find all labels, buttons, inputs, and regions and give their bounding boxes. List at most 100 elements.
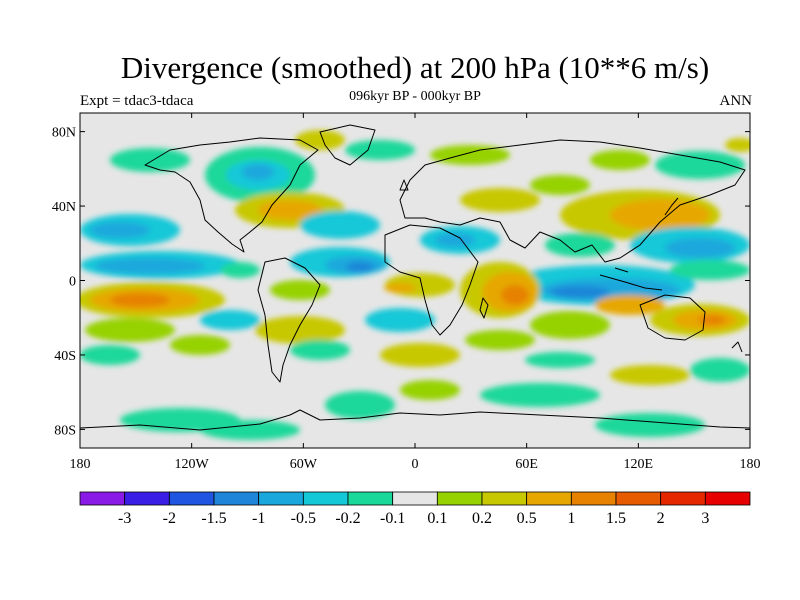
- colorbar-label: -0.2: [335, 510, 360, 527]
- colorbar-label: 1.5: [606, 510, 626, 527]
- australia-outline: [639, 294, 706, 341]
- x-tick-label: 120E: [624, 457, 654, 472]
- chart-title: Divergence (smoothed) at 200 hPa (10**6 …: [120, 50, 710, 85]
- contour-blob: [530, 175, 590, 195]
- contour-blob: [300, 211, 380, 239]
- contour-blob: [110, 148, 190, 172]
- contour-blob: [110, 293, 170, 307]
- x-tick-label: 120W: [175, 457, 210, 472]
- contour-blob: [610, 199, 710, 231]
- y-tick-label: 0: [69, 275, 76, 290]
- colorbar-swatch: [168, 491, 215, 506]
- colorbar: -3 -2 -1.5 -1 -0.5 -0.2 -0.1 0.1 0.2 0.5 1 1.5 2 3: [79, 491, 751, 527]
- contour-blob: [170, 335, 230, 355]
- contour-blob: [90, 222, 150, 238]
- x-tick-label: 0: [412, 457, 419, 472]
- colorbar-swatch: [392, 491, 438, 506]
- contour-blob: [590, 150, 650, 170]
- colorbar-label: 0.1: [427, 510, 447, 527]
- contour-blobs: [80, 130, 750, 440]
- contour-blob: [270, 280, 330, 300]
- colorbar-label: -3: [118, 510, 131, 527]
- contour-blob: [725, 138, 750, 152]
- contour-blob: [501, 285, 529, 305]
- contour-blob: [655, 151, 745, 179]
- colorbar-swatch: [526, 491, 572, 506]
- colorbar-label: -2: [163, 510, 176, 527]
- colorbar-swatch: [124, 491, 170, 506]
- contour-blob: [610, 365, 690, 385]
- colorbar-swatch: [704, 491, 751, 506]
- greenland-outline: [319, 124, 376, 166]
- contour-blob: [85, 318, 175, 342]
- colorbar-swatch: [615, 491, 662, 506]
- contour-blob: [220, 262, 260, 278]
- colorbar-swatch: [660, 491, 706, 506]
- contour-blob: [380, 343, 460, 367]
- africa-outline: [384, 224, 479, 336]
- colorbar-label: 0.2: [472, 510, 492, 527]
- eurasia-outline: [399, 139, 746, 263]
- x-tick-label: 60E: [515, 457, 538, 472]
- y-tick-label: 80S: [54, 423, 76, 438]
- axis-ticks: 180 120W 60W 0 60E 120E 180 80N 40N 0 40S 80S: [52, 113, 761, 472]
- contour-blob: [200, 310, 260, 330]
- contour-blob: [295, 130, 345, 150]
- colorbar-label: 1: [567, 510, 575, 527]
- x-tick-label: 180: [740, 457, 761, 472]
- contour-blob: [365, 308, 435, 332]
- contour-blob: [325, 391, 395, 419]
- colorbar-label: -1: [252, 510, 265, 527]
- contour-blob: [465, 330, 535, 350]
- season-label: ANN: [719, 93, 753, 109]
- contour-blob: [460, 188, 540, 212]
- new-zealand-outline: [731, 341, 743, 353]
- colorbar-label: -1.5: [201, 510, 226, 527]
- colorbar-swatch: [79, 491, 126, 506]
- contour-blob: [665, 238, 735, 258]
- contour-blob: [690, 358, 750, 382]
- contour-field: [80, 113, 750, 448]
- contour-blob: [80, 345, 140, 365]
- uk-outline: [399, 179, 409, 191]
- contour-blob: [242, 164, 274, 180]
- contour-blob: [525, 352, 595, 368]
- antarctica-outline: [80, 409, 750, 431]
- coastlines: [80, 124, 750, 431]
- contour-blob: [345, 140, 415, 160]
- chart-subtitle: 096kyr BP - 000kyr BP: [349, 89, 481, 104]
- y-tick-label: 40N: [52, 200, 76, 215]
- y-tick-label: 40S: [54, 349, 76, 364]
- south-america-outline: [257, 257, 321, 383]
- contour-blob: [550, 286, 610, 298]
- contour-blob: [95, 258, 205, 274]
- north-america-outline: [144, 137, 319, 253]
- colorbar-swatch: [213, 491, 260, 506]
- contour-blob: [595, 295, 665, 315]
- x-tick-label: 60W: [290, 457, 318, 472]
- colorbar-label: 2: [657, 510, 665, 527]
- indonesia-outline: [599, 267, 663, 291]
- japan-outline: [664, 197, 679, 216]
- colorbar-swatch: [302, 491, 349, 506]
- colorbar-label: 0.5: [517, 510, 537, 527]
- contour-blob: [200, 420, 300, 440]
- contour-blob: [290, 340, 350, 360]
- colorbar-swatch: [481, 491, 528, 506]
- contour-blob: [258, 200, 322, 220]
- colorbar-label: -0.1: [380, 510, 405, 527]
- contour-blob: [435, 233, 475, 247]
- contour-blob: [530, 311, 610, 339]
- y-tick-label: 80N: [52, 126, 76, 141]
- contour-blob: [430, 145, 510, 165]
- contour-blob: [384, 283, 416, 293]
- colorbar-swatch: [347, 491, 394, 506]
- contour-blob: [255, 316, 345, 344]
- contour-blob: [346, 262, 374, 272]
- contour-blob: [670, 260, 750, 280]
- colorbar-swatch: [436, 491, 483, 506]
- contour-blob: [595, 413, 705, 437]
- x-tick-label: 180: [70, 457, 91, 472]
- contour-blob: [545, 233, 615, 257]
